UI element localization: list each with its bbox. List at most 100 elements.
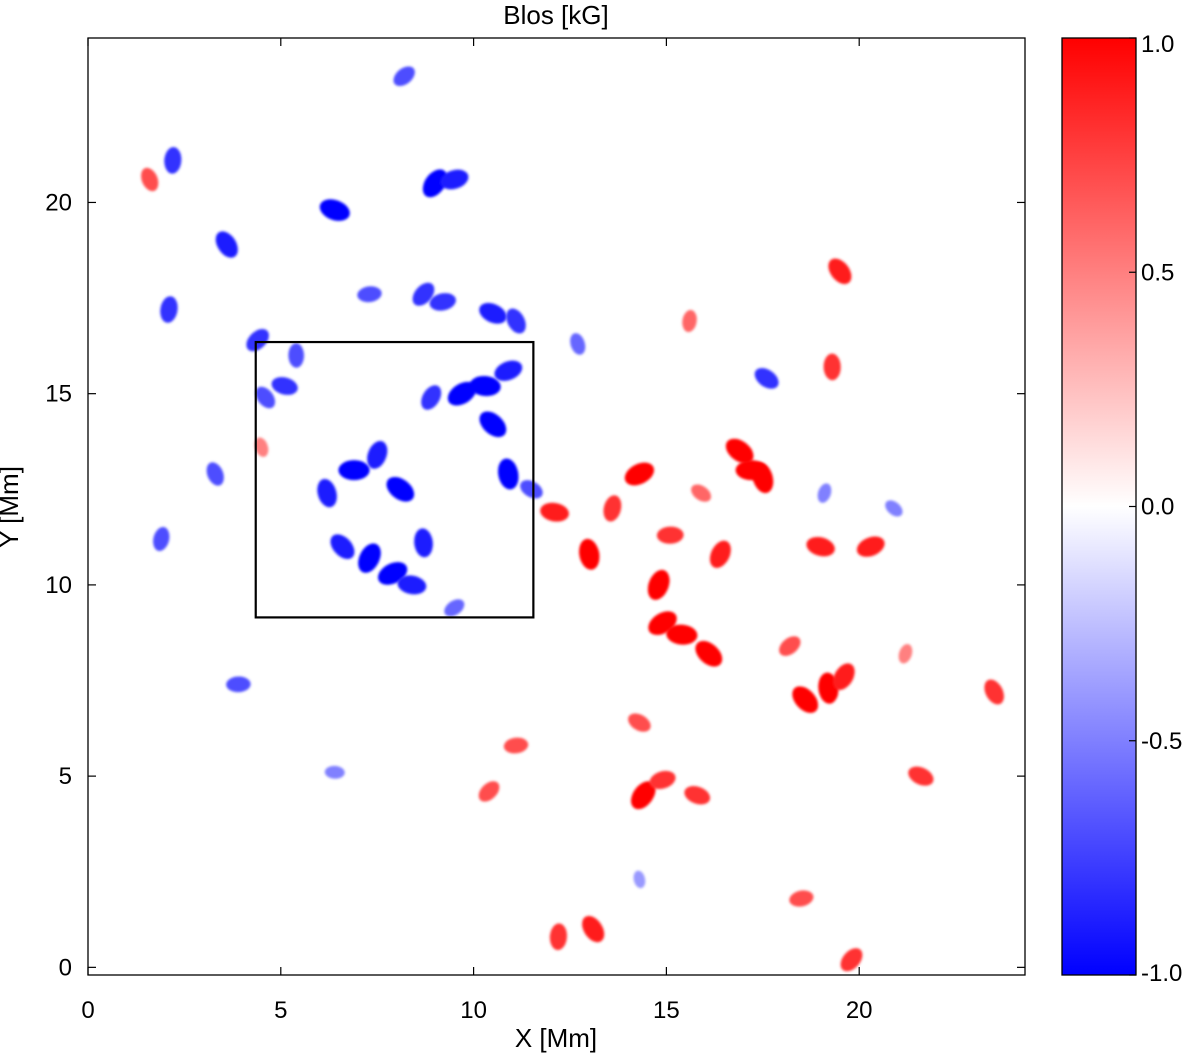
positive-polarity-feature <box>254 437 269 457</box>
positive-polarity-feature <box>984 679 1004 705</box>
x-tick-label: 20 <box>846 997 873 1024</box>
negative-polarity-feature <box>393 66 415 87</box>
positive-polarity-feature <box>832 663 855 691</box>
positive-polarity-feature <box>582 915 605 943</box>
negative-polarity-feature <box>330 534 355 560</box>
x-axis-label: X [Mm] <box>515 1023 597 1053</box>
negative-polarity-feature <box>412 282 435 306</box>
positive-polarity-feature <box>828 258 852 285</box>
colorbar-tick-label: -1.0 <box>1141 960 1182 987</box>
y-tick-label: 15 <box>45 381 72 408</box>
negative-polarity-feature <box>440 169 469 190</box>
positive-polarity-feature <box>792 686 819 713</box>
positive-polarity-feature <box>695 640 723 667</box>
negative-polarity-feature <box>479 302 507 324</box>
y-axis-label: Y [Mm] <box>0 466 24 548</box>
positive-polarity-feature <box>691 484 712 502</box>
x-tick-label: 10 <box>460 997 487 1024</box>
y-axis-ticks: 0 5 10 15 20 <box>45 189 1025 981</box>
colorbar-tick-label: 0.5 <box>1141 259 1174 286</box>
negative-polarity-feature <box>422 169 448 198</box>
colorbar-tick-label: -0.5 <box>1141 728 1182 755</box>
negative-polarity-feature <box>633 870 646 889</box>
y-tick-label: 0 <box>59 954 72 981</box>
negative-polarity-feature <box>444 599 465 617</box>
negative-polarity-feature <box>206 462 224 486</box>
positive-polarity-feature <box>779 636 801 656</box>
negative-polarity-feature <box>817 483 832 503</box>
positive-polarity-feature <box>628 713 651 732</box>
heatmap-field <box>141 66 1004 972</box>
chart-title: Blos [kG] <box>503 0 608 30</box>
positive-polarity-feature <box>603 495 622 522</box>
negative-polarity-feature <box>324 765 345 779</box>
positive-polarity-feature <box>684 785 711 805</box>
negative-polarity-feature <box>570 333 586 355</box>
y-tick-label: 20 <box>45 189 72 216</box>
negative-polarity-feature <box>506 308 526 334</box>
negative-polarity-feature <box>255 386 276 409</box>
negative-polarity-feature <box>153 526 170 552</box>
positive-polarity-feature <box>840 948 863 972</box>
colorbar-tick-label: 0.0 <box>1141 494 1174 521</box>
negative-polarity-feature <box>319 199 350 221</box>
negative-polarity-feature <box>164 147 182 174</box>
positive-polarity-feature <box>806 536 835 557</box>
colorbar-ticks: 1.0 0.5 0.0 -0.5 -1.0 <box>1129 31 1182 987</box>
colorbar-tick-label: 1.0 <box>1141 31 1174 58</box>
positive-polarity-feature <box>649 770 676 790</box>
negative-polarity-feature <box>317 478 337 508</box>
negative-polarity-feature <box>160 296 178 323</box>
positive-polarity-feature <box>647 569 670 600</box>
positive-polarity-feature <box>789 890 814 907</box>
x-tick-label: 15 <box>653 997 680 1024</box>
positive-polarity-feature <box>908 766 934 786</box>
negative-polarity-feature <box>246 328 269 352</box>
positive-polarity-feature <box>666 624 698 645</box>
highlight-box <box>254 340 535 619</box>
positive-polarity-feature <box>709 540 731 568</box>
colorbar <box>1061 37 1137 976</box>
negative-polarity-feature <box>338 460 370 481</box>
negative-polarity-feature <box>469 375 501 397</box>
negative-polarity-feature <box>520 480 543 499</box>
negative-polarity-feature <box>429 293 456 311</box>
negative-polarity-feature <box>386 476 415 502</box>
positive-polarity-feature <box>656 526 684 544</box>
positive-polarity-feature <box>725 438 754 464</box>
positive-polarity-feature <box>631 781 656 810</box>
negative-polarity-feature <box>226 676 251 693</box>
positive-polarity-feature <box>898 644 913 664</box>
negative-polarity-feature <box>271 377 298 395</box>
y-tick-label: 5 <box>59 763 72 790</box>
negative-polarity-feature <box>397 575 427 595</box>
positive-polarity-feature <box>624 462 655 486</box>
positive-polarity-feature <box>856 536 885 557</box>
negative-polarity-feature <box>494 360 523 381</box>
negative-polarity-feature <box>754 367 779 389</box>
positive-polarity-feature <box>478 781 500 802</box>
negative-polarity-feature <box>215 231 238 258</box>
y-tick-label: 10 <box>45 572 72 599</box>
negative-polarity-feature <box>357 286 382 303</box>
negative-polarity-feature <box>358 543 381 573</box>
negative-polarity-feature <box>414 528 433 558</box>
negative-polarity-feature <box>447 381 477 406</box>
plot-frame <box>87 37 1026 976</box>
positive-polarity-feature <box>549 923 568 951</box>
positive-polarity-feature <box>579 538 600 570</box>
positive-polarity-feature <box>682 309 697 333</box>
x-tick-label: 5 <box>274 997 287 1024</box>
positive-polarity-feature <box>503 737 529 754</box>
negative-polarity-feature <box>421 385 442 410</box>
positive-polarity-feature <box>823 353 841 381</box>
x-axis-ticks: 0 5 10 15 20 <box>81 38 873 1024</box>
negative-polarity-feature <box>885 500 903 517</box>
negative-polarity-feature <box>479 411 507 438</box>
x-tick-label: 0 <box>81 997 94 1024</box>
positive-polarity-feature <box>141 167 159 192</box>
negative-polarity-feature <box>367 440 388 469</box>
negative-polarity-feature <box>498 458 519 490</box>
negative-polarity-feature <box>288 343 305 368</box>
